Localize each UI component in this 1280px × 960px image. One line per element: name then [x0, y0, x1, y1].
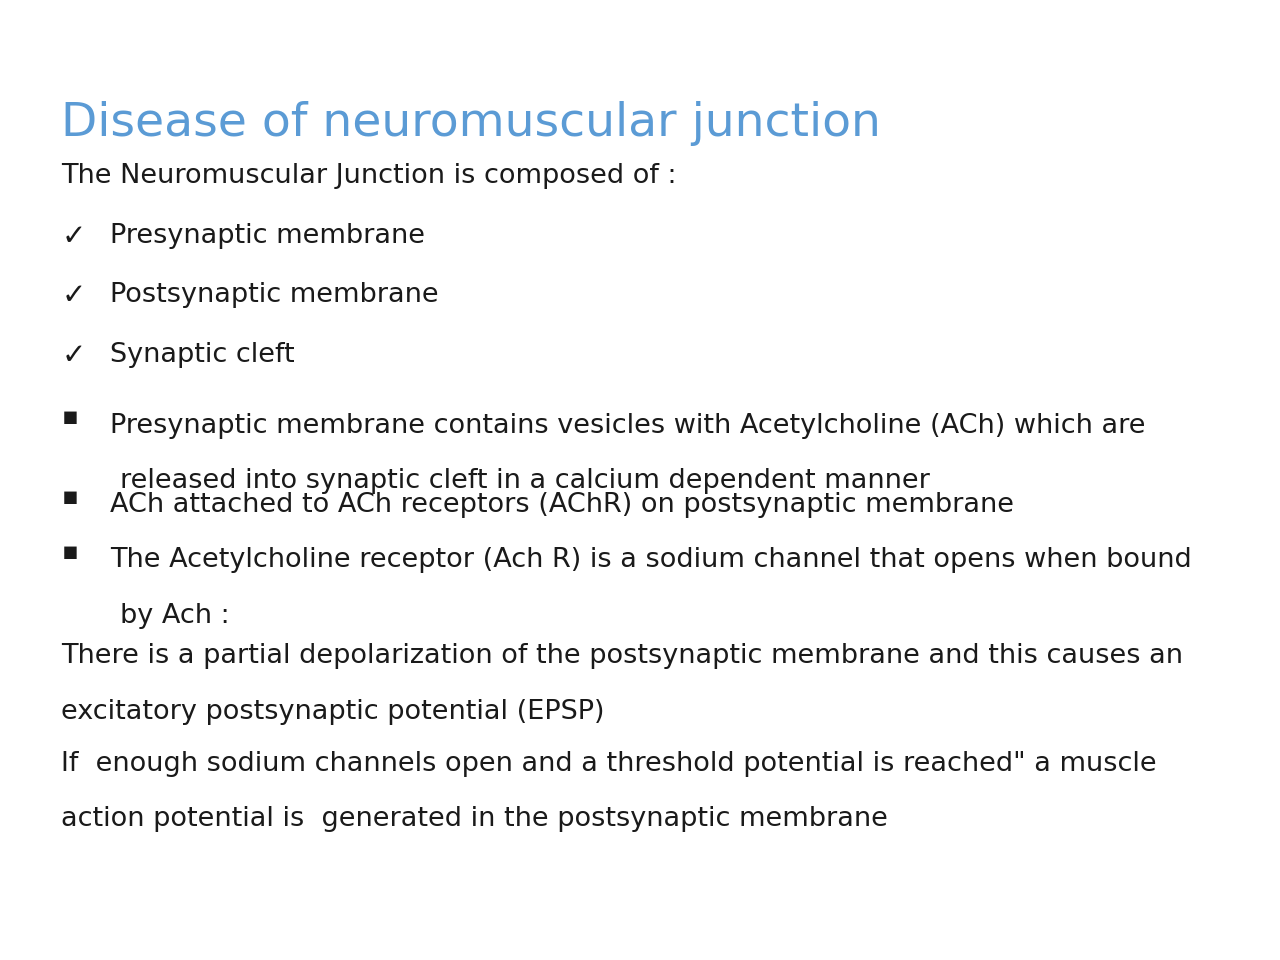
Text: action potential is  generated in the postsynaptic membrane: action potential is generated in the pos…	[61, 806, 888, 832]
Text: If  enough sodium channels open and a threshold potential is reached" a muscle: If enough sodium channels open and a thr…	[61, 751, 1157, 777]
Text: Synaptic cleft: Synaptic cleft	[110, 342, 294, 368]
Text: Postsynaptic membrane: Postsynaptic membrane	[110, 282, 439, 308]
Text: The Neuromuscular Junction is composed of :: The Neuromuscular Junction is composed o…	[61, 163, 677, 189]
Text: ✓: ✓	[61, 342, 86, 370]
Text: ACh attached to ACh receptors (AChR) on postsynaptic membrane: ACh attached to ACh receptors (AChR) on …	[110, 492, 1014, 518]
Text: Presynaptic membrane contains vesicles with Acetylcholine (ACh) which are: Presynaptic membrane contains vesicles w…	[110, 413, 1146, 439]
Text: ▪: ▪	[61, 540, 78, 564]
Text: ✓: ✓	[61, 282, 86, 310]
Text: The Acetylcholine receptor (Ach R) is a sodium channel that opens when bound: The Acetylcholine receptor (Ach R) is a …	[110, 547, 1192, 573]
Text: released into synaptic cleft in a calcium dependent manner: released into synaptic cleft in a calciu…	[120, 468, 931, 494]
Text: ▪: ▪	[61, 405, 78, 429]
Text: There is a partial depolarization of the postsynaptic membrane and this causes a: There is a partial depolarization of the…	[61, 643, 1184, 669]
Text: by Ach :: by Ach :	[120, 603, 230, 629]
Text: Disease of neuromuscular junction: Disease of neuromuscular junction	[61, 101, 882, 146]
Text: ▪: ▪	[61, 485, 78, 509]
Text: excitatory postsynaptic potential (EPSP): excitatory postsynaptic potential (EPSP)	[61, 699, 605, 725]
Text: ✓: ✓	[61, 223, 86, 251]
Text: Presynaptic membrane: Presynaptic membrane	[110, 223, 425, 249]
